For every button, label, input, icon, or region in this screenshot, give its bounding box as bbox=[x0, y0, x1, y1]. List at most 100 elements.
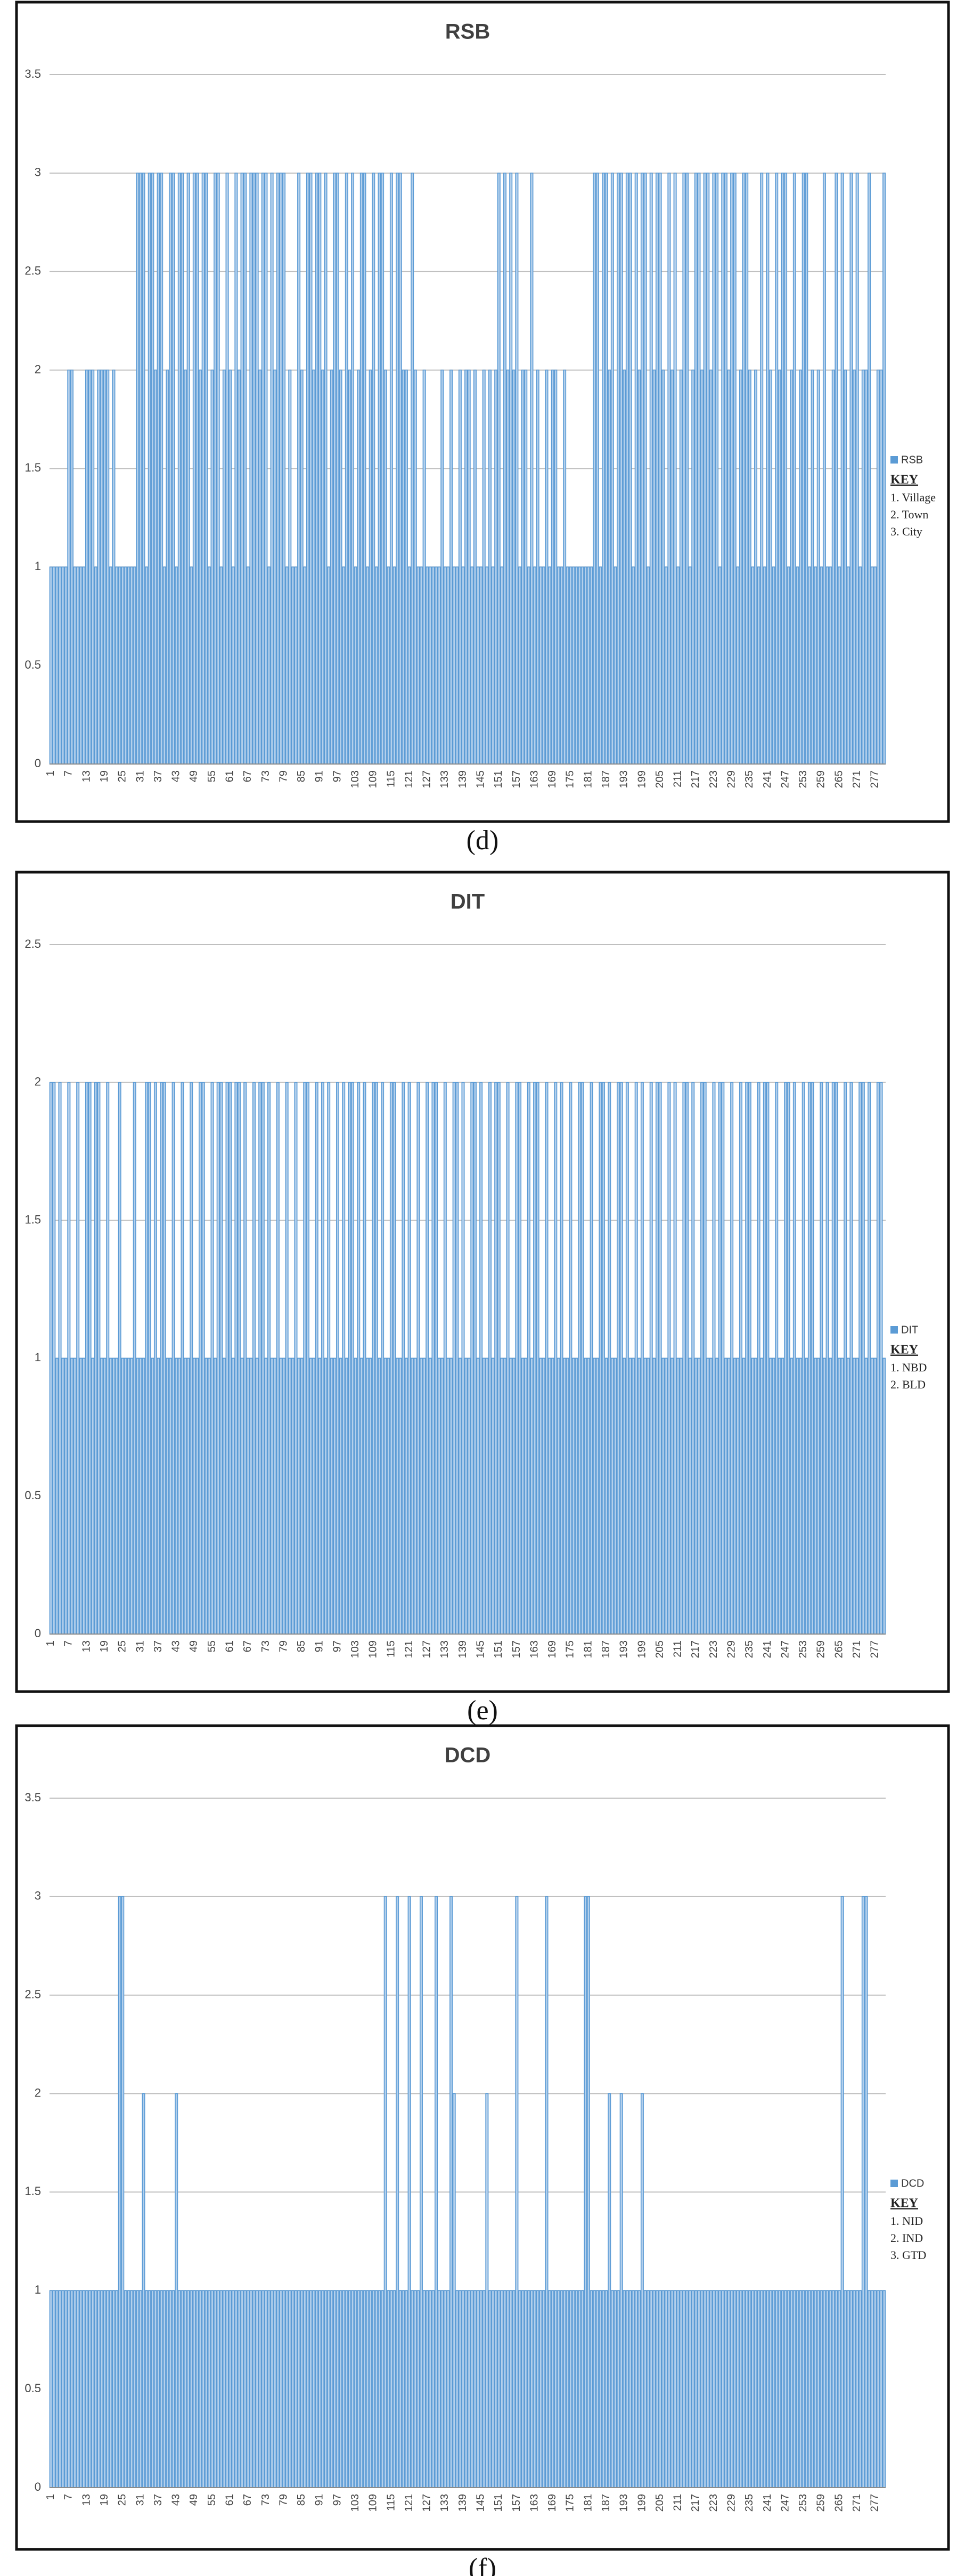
bar bbox=[718, 566, 722, 765]
bar bbox=[285, 2290, 289, 2488]
x-tick-label: 187 bbox=[600, 1640, 612, 1658]
bar bbox=[787, 566, 790, 765]
bar bbox=[366, 566, 370, 765]
bar bbox=[840, 1358, 844, 1635]
bar bbox=[267, 1082, 271, 1635]
bar bbox=[285, 566, 289, 765]
bar bbox=[632, 2290, 635, 2488]
bar bbox=[359, 2290, 363, 2488]
bar bbox=[461, 566, 465, 765]
legend-key-item: 2. BLD bbox=[890, 1378, 926, 1391]
x-tick-label: 79 bbox=[277, 770, 289, 782]
chart-frame bbox=[15, 1, 950, 823]
x-tick-label: 1 bbox=[45, 2494, 56, 2500]
bar bbox=[575, 1358, 578, 1635]
bar bbox=[604, 1358, 608, 1635]
bar bbox=[825, 566, 829, 765]
bar bbox=[569, 566, 573, 765]
bar bbox=[530, 2290, 534, 2488]
bar bbox=[162, 2290, 166, 2488]
bar bbox=[97, 369, 101, 765]
bar bbox=[181, 1082, 184, 1635]
bar bbox=[575, 566, 578, 765]
bar bbox=[195, 2290, 199, 2488]
bar bbox=[691, 1082, 695, 1635]
bar bbox=[814, 2290, 817, 2488]
bar bbox=[772, 1358, 775, 1635]
bar bbox=[249, 2290, 253, 2488]
bar bbox=[315, 173, 318, 765]
bar bbox=[721, 1082, 725, 1635]
bar bbox=[745, 173, 749, 765]
x-tick-label: 37 bbox=[152, 2494, 164, 2506]
bar bbox=[870, 2290, 874, 2488]
bar bbox=[497, 1082, 501, 1635]
bar bbox=[569, 1082, 573, 1635]
bar bbox=[667, 1082, 671, 1635]
bar bbox=[168, 1358, 172, 1635]
bar bbox=[664, 2290, 668, 2488]
bar bbox=[647, 1358, 650, 1635]
bar bbox=[816, 2290, 820, 2488]
bar bbox=[470, 566, 474, 765]
bar bbox=[366, 2290, 370, 2488]
bar bbox=[623, 1358, 626, 1635]
bar bbox=[58, 1082, 62, 1635]
bar bbox=[124, 2290, 127, 2488]
bar bbox=[664, 566, 668, 765]
bar bbox=[515, 1896, 519, 2488]
bar bbox=[404, 2290, 408, 2488]
bar bbox=[413, 1358, 417, 1635]
x-tick-label: 121 bbox=[403, 1640, 415, 1658]
bar bbox=[870, 1358, 874, 1635]
bar bbox=[88, 1082, 92, 1635]
bar bbox=[94, 566, 97, 765]
bar bbox=[264, 1358, 268, 1635]
bar bbox=[234, 173, 238, 765]
bar bbox=[524, 2290, 528, 2488]
bar bbox=[133, 1082, 136, 1635]
x-tick-label: 163 bbox=[528, 2494, 540, 2512]
bar bbox=[366, 1358, 370, 1635]
bar bbox=[700, 2290, 704, 2488]
bar bbox=[658, 173, 662, 765]
bar bbox=[873, 1358, 877, 1635]
bar bbox=[58, 566, 62, 765]
bar bbox=[392, 566, 396, 765]
bar bbox=[870, 566, 874, 765]
bar bbox=[190, 2290, 193, 2488]
bar bbox=[586, 1896, 590, 2488]
x-tick-label: 19 bbox=[99, 1640, 110, 1652]
bar bbox=[282, 1358, 286, 1635]
bar bbox=[784, 1082, 788, 1635]
x-tick-label: 175 bbox=[565, 770, 576, 788]
bar bbox=[121, 1896, 125, 2488]
bar bbox=[706, 1358, 710, 1635]
bar bbox=[703, 2290, 707, 2488]
bar bbox=[363, 2290, 366, 2488]
bar bbox=[718, 2290, 722, 2488]
bar bbox=[861, 369, 865, 765]
bar bbox=[796, 566, 799, 765]
bar bbox=[617, 173, 620, 765]
bar bbox=[106, 1082, 110, 1635]
bar bbox=[479, 1082, 483, 1635]
bar bbox=[500, 566, 504, 765]
bar bbox=[802, 1082, 805, 1635]
bar bbox=[882, 1358, 886, 1635]
bar bbox=[243, 173, 247, 765]
bar bbox=[586, 566, 590, 765]
bar bbox=[240, 173, 244, 765]
bar bbox=[354, 2290, 357, 2488]
bar bbox=[452, 566, 456, 765]
bar bbox=[138, 1358, 142, 1635]
bar bbox=[491, 566, 495, 765]
bar bbox=[754, 2290, 757, 2488]
bar bbox=[55, 1358, 59, 1635]
x-tick-label: 97 bbox=[331, 770, 343, 782]
bar bbox=[240, 2290, 244, 2488]
legend-key-item: 1. Village bbox=[890, 491, 936, 504]
bar bbox=[610, 2290, 614, 2488]
x-tick-label: 217 bbox=[690, 1640, 701, 1658]
x-tick-label: 7 bbox=[63, 770, 75, 776]
